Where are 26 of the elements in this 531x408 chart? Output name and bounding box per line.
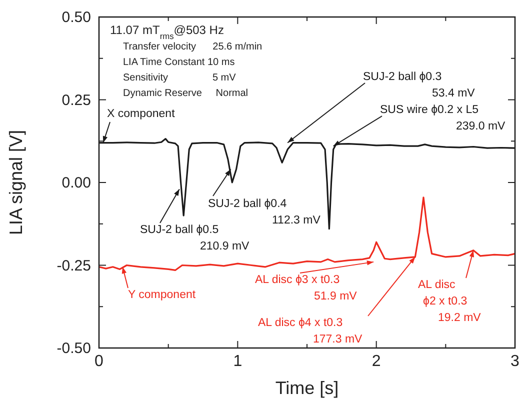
annotation: 11.07 mT$_{rms}$@503 Hz [110,23,224,41]
annotation: AL disc ϕ4 x t0.3 177.3 mV [258,317,363,346]
line-series [98,196,516,272]
x-tick-label: 2 [372,353,381,370]
y-tick-label: -0.50 [56,340,91,357]
annotation: SUJ-2 ball ϕ0.5 210.9 mV [140,224,250,252]
annotation: X component [107,108,176,120]
annotation: Dynamic Reserve Normal [123,88,248,99]
x-axis-title: Time [s] [275,378,339,398]
annotation: AL disc ϕ2 x t0.3 19.2 mV [418,279,482,324]
annotation: SUJ-2 ball ϕ0.4 112.3 mV [208,198,321,226]
annotation: AL disc ϕ3 x t0.3 51.9 mV [255,274,358,302]
y-tick-label: -0.25 [56,257,91,274]
annotation: SUJ-2 ball ϕ0.3 53.4 mV [363,71,476,100]
annotation: Sensitivity 5 mV [123,72,236,84]
annotation: SUS wire ϕ0.2 x L5 239.0 mV [380,104,506,132]
y-tick-label: 0.50 [62,9,91,26]
y-axis-title: LIA signal [V] [6,130,26,236]
y-tick-label: 0.00 [62,174,91,192]
annotation: Transfer velocity 25.6 m/min [123,42,262,52]
annotation: Y component [128,289,196,301]
y-tick-label: 0.25 [62,92,91,109]
x-tick-label: 3 [510,353,520,370]
x-tick-label: 0 [94,353,104,370]
x-tick-label: 1 [233,353,242,370]
annotation: LIA Time Constant 10 ms [123,57,235,68]
